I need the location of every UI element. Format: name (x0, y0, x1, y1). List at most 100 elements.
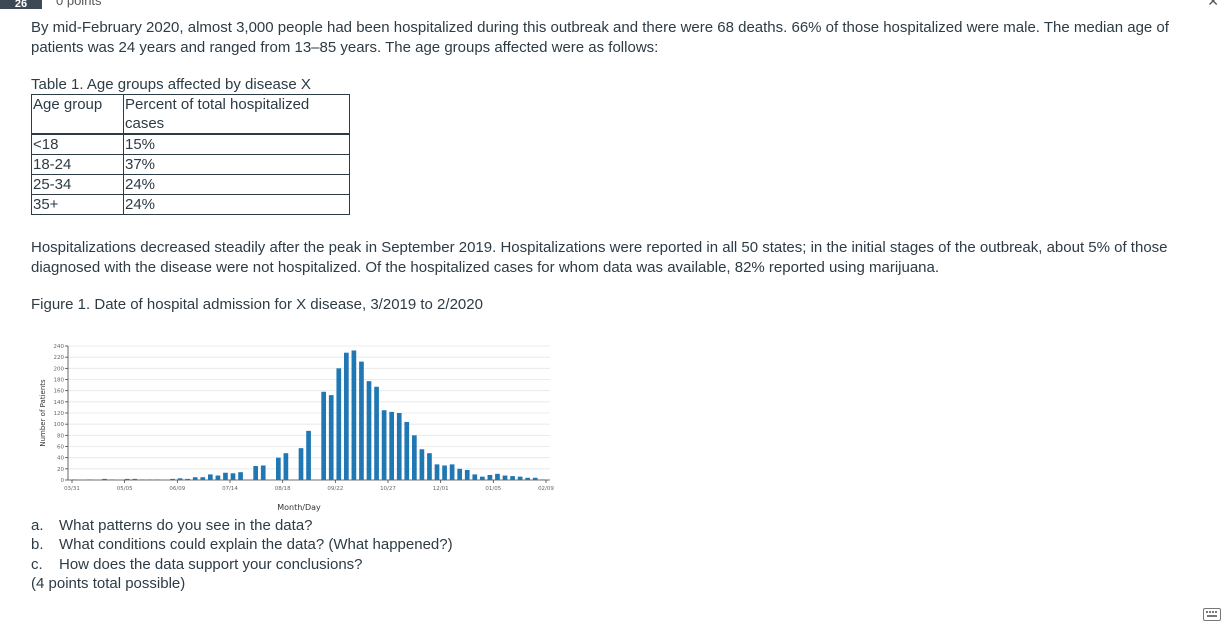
table-cell-percent: 37% (123, 154, 350, 175)
chart-bar (419, 449, 425, 480)
chart-bar (525, 477, 531, 480)
table-header-row: Age group Percent of total hospitalized … (31, 94, 350, 135)
table-row: 25-34 24% (31, 174, 350, 195)
chart-bar (321, 391, 327, 480)
question-text: How does the data support your conclusio… (59, 555, 363, 573)
chart-bar (502, 475, 508, 480)
y-tick-label: 220 (54, 355, 65, 361)
chart-bar (223, 472, 228, 480)
x-tick-label: 10/27 (380, 486, 396, 492)
chart-bar (495, 473, 500, 480)
chart-bar (170, 478, 175, 480)
chart-bar (540, 479, 546, 480)
chart-bar (147, 479, 153, 480)
x-axis-label: Month/Day (277, 503, 321, 512)
table-row: <18 15% (31, 133, 350, 155)
question-item-c: c. How does the data support your conclus… (31, 555, 453, 574)
chart-bar (412, 435, 417, 480)
question-item-a: a. What patterns do you see in the data? (31, 516, 453, 535)
intro-paragraph: By mid-February 2020, almost 3,000 peopl… (31, 19, 1169, 56)
table-caption: Table 1. Age groups affected by disease … (31, 76, 311, 93)
y-tick-label: 20 (57, 467, 64, 473)
chart-bar (109, 479, 115, 480)
chart-bar (366, 381, 372, 480)
table-header-age-group: Age group (31, 94, 124, 135)
y-tick-label: 80 (57, 433, 64, 439)
chart-bar (480, 476, 485, 480)
x-tick-label: 02/09 (538, 486, 554, 492)
chart-bar (276, 457, 281, 480)
question-number: 26 (0, 0, 42, 9)
question-letter: b. (31, 536, 44, 554)
chart-bar (381, 410, 387, 480)
y-tick-label: 60 (57, 445, 64, 451)
y-axis-label: Number of Patients (39, 379, 47, 447)
table-cell-percent: 24% (123, 194, 350, 215)
chart-bar (389, 411, 395, 480)
chart-bar (238, 472, 243, 480)
chart-bar (328, 395, 334, 480)
x-tick-label: 05/05 (117, 486, 133, 492)
chart-bar (487, 474, 493, 480)
table-cell-age: <18 (31, 133, 124, 155)
table-row: 18-24 37% (31, 154, 350, 175)
outbreak-paragraph: Hospitalizations decreased steadily afte… (31, 239, 1168, 276)
chart-bar (472, 474, 478, 480)
chart-bar (434, 464, 440, 480)
chart-bar (124, 478, 130, 480)
question-item-b: b. What conditions could explain the data… (31, 535, 453, 554)
table-row: 35+ 24% (31, 194, 350, 215)
x-tick-label: 06/09 (169, 486, 185, 492)
points-note: (4 points total possible) (31, 574, 186, 592)
hospital-admission-bar-chart: 0 20 40 60 80 100 120 140 160 180 200 220 240 03/31 05… (39, 344, 554, 512)
y-tick-label: 160 (54, 389, 65, 395)
chart-bar (336, 368, 342, 480)
table-cell-percent: 24% (123, 174, 350, 195)
chart-bar (200, 477, 206, 480)
x-tick-label: 09/22 (327, 486, 343, 492)
chart-bar (359, 361, 364, 480)
chart-bar (260, 465, 266, 480)
chart-bar (192, 477, 198, 480)
keyboard-icon[interactable] (1203, 608, 1221, 621)
question-points: 0 points (56, 0, 102, 8)
y-tick-label: 40 (57, 456, 64, 462)
chart-bar (517, 476, 523, 480)
question-text: What conditions could explain the data? … (59, 536, 453, 554)
y-tick-label: 240 (54, 344, 65, 350)
chart-bar (404, 421, 410, 480)
chart-bar (72, 479, 77, 480)
chart-bar (442, 465, 447, 480)
x-tick-label: 08/18 (275, 486, 291, 492)
table-cell-age: 25-34 (31, 174, 124, 195)
chart-bar (449, 464, 455, 480)
question-letter: a. (31, 517, 44, 534)
chart-bar (132, 478, 138, 480)
chart-bar (208, 474, 213, 480)
chart-bar (177, 478, 183, 480)
close-icon[interactable]: ✕ (1207, 0, 1219, 9)
chart-bar (185, 478, 191, 480)
x-tick-label: 12/01 (433, 486, 449, 492)
y-tick-label: 180 (54, 378, 65, 384)
table-cell-percent: 15% (123, 133, 350, 155)
chart-bar (396, 413, 402, 480)
chart-bar (306, 430, 311, 480)
question-letter: c. (31, 555, 43, 573)
y-tick-label: 140 (54, 400, 65, 406)
chart-bar (253, 466, 259, 480)
chart-bar (87, 479, 92, 480)
question-list: a. What patterns do you see in the data? … (31, 516, 453, 593)
chart-bar (283, 453, 289, 480)
y-tick-label: 200 (54, 366, 65, 372)
chart-bar (102, 478, 107, 480)
x-tick-label: 07/14 (222, 486, 238, 492)
table-cell-age: 18-24 (31, 154, 124, 175)
chart-bar (510, 476, 515, 480)
x-tick-label: 01/05 (485, 486, 501, 492)
question-text: What patterns do you see in the data? (59, 517, 313, 534)
table-cell-age: 35+ (31, 194, 124, 215)
y-tick-label: 0 (61, 478, 65, 484)
chart-bar (457, 468, 463, 480)
chart-bar (155, 479, 160, 480)
